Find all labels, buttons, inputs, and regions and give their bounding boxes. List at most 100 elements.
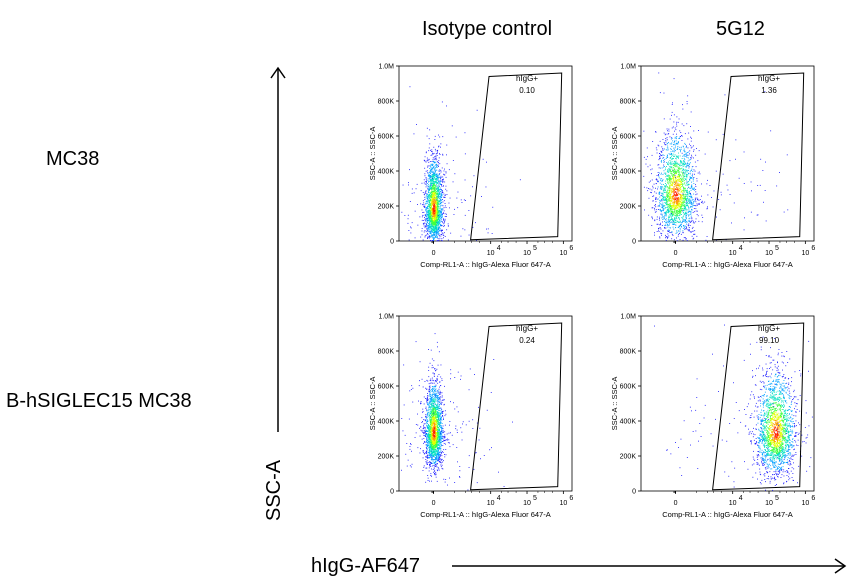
y-axis-main-label: SSC-A xyxy=(263,459,285,521)
event-dot xyxy=(690,145,692,147)
event-dot xyxy=(696,197,698,199)
event-dot xyxy=(680,225,682,226)
event-dot xyxy=(684,190,686,192)
event-dot xyxy=(436,190,438,191)
event-dot xyxy=(672,203,674,205)
event-dot xyxy=(424,432,426,434)
event-dot xyxy=(444,220,446,222)
event-dot xyxy=(663,217,665,218)
y-tick-label: 1.0M xyxy=(378,314,394,321)
event-dot xyxy=(426,442,428,443)
event-dot xyxy=(428,174,430,175)
event-dot xyxy=(431,382,433,384)
event-dot xyxy=(441,403,442,405)
event-dot xyxy=(431,457,433,459)
event-dot xyxy=(692,203,694,205)
event-dot xyxy=(433,185,435,186)
event-dot xyxy=(447,223,449,225)
event-dot xyxy=(441,451,443,452)
event-dot xyxy=(676,136,677,138)
event-dot xyxy=(431,218,433,220)
event-dot xyxy=(434,227,436,228)
event-dot xyxy=(433,205,435,207)
event-dot xyxy=(428,196,430,197)
event-dot xyxy=(433,166,434,168)
event-dot xyxy=(431,225,433,227)
event-dot xyxy=(697,198,699,200)
event-dot xyxy=(654,209,656,211)
event-dot xyxy=(654,232,655,234)
event-dot xyxy=(434,211,436,212)
event-dot xyxy=(424,167,426,169)
event-dot xyxy=(672,220,674,222)
event-dot xyxy=(682,208,684,210)
event-dot xyxy=(689,177,691,178)
event-dot xyxy=(430,180,432,182)
event-dot xyxy=(439,154,441,155)
event-dot xyxy=(429,161,431,162)
event-dot xyxy=(672,205,673,207)
event-dot xyxy=(655,147,657,149)
event-dot xyxy=(442,153,444,155)
event-dot xyxy=(663,218,665,220)
event-dot xyxy=(673,181,675,182)
event-dot xyxy=(432,199,434,201)
event-dot xyxy=(667,178,668,180)
event-dot xyxy=(711,197,712,198)
event-dot xyxy=(442,212,444,214)
event-dot xyxy=(686,203,688,205)
event-dot xyxy=(662,209,663,211)
event-dot xyxy=(434,195,436,197)
event-dot xyxy=(674,154,676,156)
event-dot xyxy=(695,184,696,186)
event-dot xyxy=(440,215,441,217)
event-dot xyxy=(429,189,431,191)
event-dot xyxy=(424,192,426,194)
event-dot xyxy=(440,218,442,220)
event-dot xyxy=(438,234,440,236)
event-dot xyxy=(433,216,435,217)
event-dot xyxy=(441,216,443,218)
event-dot xyxy=(659,224,661,226)
event-dot xyxy=(435,232,437,234)
event-dot xyxy=(436,163,437,165)
event-dot xyxy=(679,179,681,180)
event-dot xyxy=(432,221,434,223)
event-dot xyxy=(683,205,685,207)
event-dot xyxy=(678,218,680,219)
event-dot xyxy=(427,216,429,218)
event-dot xyxy=(660,187,662,189)
event-dot xyxy=(690,206,691,208)
event-dot xyxy=(434,177,435,178)
event-dot xyxy=(426,160,428,162)
event-dot xyxy=(678,176,680,178)
event-dot xyxy=(670,192,672,194)
event-dot xyxy=(683,183,685,185)
event-dot xyxy=(687,201,688,203)
event-dot xyxy=(673,176,675,178)
event-dot xyxy=(675,173,677,175)
x-tick-exponent: 5 xyxy=(775,245,779,252)
event-dot xyxy=(429,217,431,219)
event-dot xyxy=(682,200,684,202)
event-dot xyxy=(683,215,685,217)
event-dot xyxy=(435,199,437,201)
event-dot xyxy=(430,233,432,235)
event-dot xyxy=(670,138,672,140)
event-dot xyxy=(438,214,440,216)
event-dot xyxy=(439,404,440,405)
event-dot xyxy=(430,197,432,198)
event-dot xyxy=(438,457,440,458)
event-dot xyxy=(668,169,670,171)
event-dot xyxy=(675,169,677,171)
event-dot xyxy=(676,162,678,164)
event-dot xyxy=(678,221,680,223)
event-dot xyxy=(435,369,437,371)
event-dot xyxy=(691,154,692,156)
event-dot xyxy=(699,199,701,200)
event-dot xyxy=(430,451,432,453)
event-dot xyxy=(435,414,437,415)
event-dot xyxy=(430,194,432,196)
event-dot xyxy=(696,178,698,180)
event-dot xyxy=(433,177,435,179)
